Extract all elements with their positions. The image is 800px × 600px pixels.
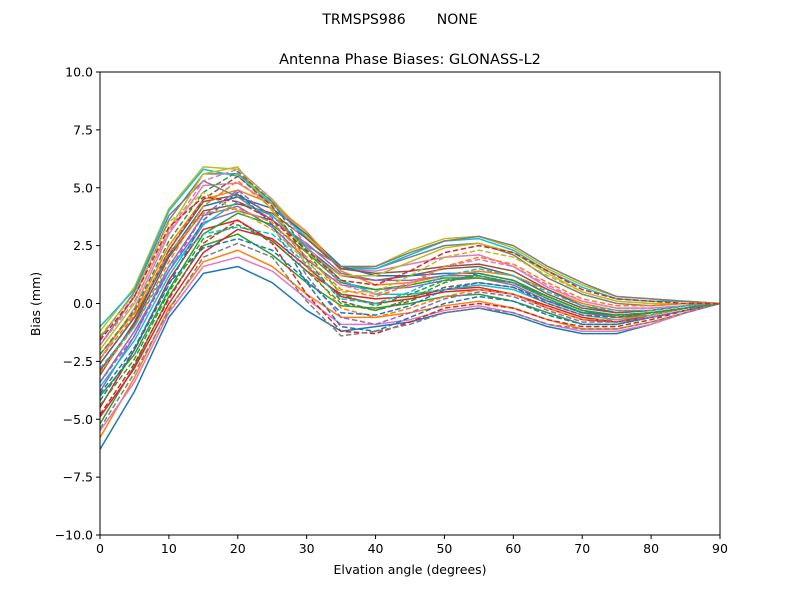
x-tick-label: 90 (712, 541, 728, 556)
y-tick-label: 10.0 (65, 65, 93, 80)
x-tick-label: 10 (161, 541, 177, 556)
y-tick-label: 5.0 (73, 180, 93, 195)
x-tick-label: 40 (368, 541, 384, 556)
y-tick-label: 0.0 (73, 296, 93, 311)
x-tick-label: 20 (230, 541, 246, 556)
x-tick-label: 60 (505, 541, 521, 556)
series-line-25 (100, 189, 720, 383)
y-tick-label: −10.0 (55, 528, 93, 543)
series-line-31 (100, 237, 720, 395)
series-line-22 (100, 180, 720, 374)
y-tick-label: 2.5 (73, 238, 93, 253)
y-tick-label: −7.5 (63, 470, 93, 485)
x-axis-label: Elvation angle (degrees) (333, 562, 486, 577)
x-tick-label: 80 (643, 541, 659, 556)
y-axis-label: Bias (mm) (28, 272, 43, 336)
x-axis: 0 10 20 30 40 50 60 70 80 90 (96, 535, 728, 556)
series-line-21 (100, 191, 720, 402)
series-line-24 (100, 219, 720, 416)
x-tick-label: 0 (96, 541, 104, 556)
series-line-26 (100, 175, 720, 365)
series-line-17 (100, 256, 720, 432)
series-layer (100, 166, 720, 450)
series-line-33 (100, 224, 720, 406)
series-line-28 (100, 242, 720, 429)
series-line-10 (100, 168, 720, 328)
x-tick-label: 50 (436, 541, 452, 556)
series-line-27 (100, 168, 720, 346)
series-line-29 (100, 191, 720, 337)
series-line-15 (100, 210, 720, 383)
series-line-34 (100, 196, 720, 342)
series-line-30 (100, 226, 720, 369)
figure-suptitle: TRMSPS986 NONE (321, 12, 477, 28)
y-tick-label: −5.0 (63, 412, 93, 427)
y-axis: −10.0 −7.5 −5.0 −2.5 0.0 2.5 5.0 7.5 10.0 (55, 65, 100, 543)
y-tick-label: 7.5 (73, 122, 93, 137)
x-tick-label: 30 (299, 541, 315, 556)
series-line-7 (100, 182, 720, 360)
y-tick-label: −2.5 (63, 354, 93, 369)
chart-title: Antenna Phase Biases: GLONASS-L2 (279, 52, 541, 68)
x-tick-label: 70 (574, 541, 590, 556)
series-line-32 (100, 207, 720, 360)
